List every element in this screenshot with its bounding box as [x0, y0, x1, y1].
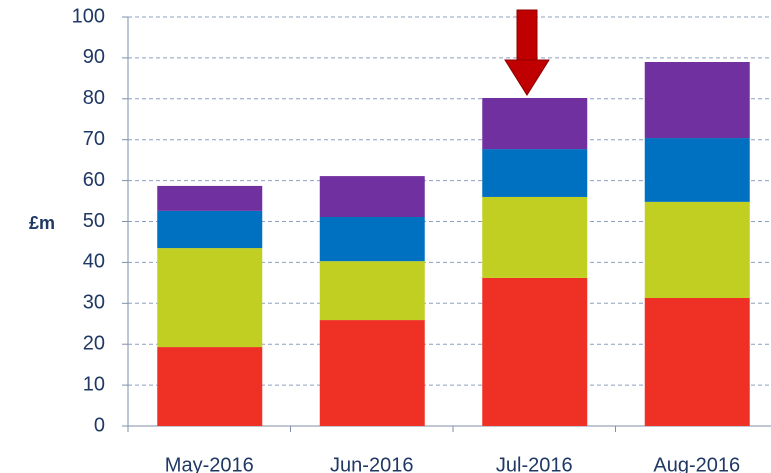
x-tick-label: Jun-2016	[330, 454, 413, 473]
bar-segment	[644, 138, 750, 202]
bar-segment	[482, 277, 588, 426]
y-tick-label: 70	[83, 128, 105, 150]
bar-segment	[157, 210, 263, 249]
y-tick-label: 80	[83, 87, 105, 109]
bar-segment	[157, 347, 263, 426]
x-tick-label: Aug-2016	[653, 454, 740, 473]
y-tick-label: 50	[83, 210, 105, 232]
y-tick-label: 40	[83, 251, 105, 273]
y-tick-label: 10	[83, 373, 105, 395]
y-tick-label: 90	[83, 46, 105, 68]
y-tick-label: 100	[72, 5, 105, 27]
bar-segment	[644, 61, 750, 139]
bar-segment	[482, 97, 588, 150]
bar-segment	[319, 176, 425, 218]
bar-segment	[319, 261, 425, 321]
y-tick-label: 0	[94, 414, 105, 436]
bar-segment	[644, 201, 750, 298]
bar-segment	[157, 185, 263, 211]
bar-segment	[482, 196, 588, 278]
x-tick-label: May-2016	[165, 454, 254, 473]
bar-segment	[157, 248, 263, 348]
y-axis-label: £m	[29, 213, 55, 233]
bar-segment	[319, 217, 425, 262]
annotation-arrow	[504, 9, 550, 96]
x-tick-label: Jul-2016	[496, 454, 573, 473]
y-tick-label: 20	[83, 332, 105, 354]
bar-segment	[319, 320, 425, 426]
y-tick-label: 30	[83, 292, 105, 314]
y-tick-label: 60	[83, 169, 105, 191]
bar-segment	[644, 297, 750, 426]
bar-segment	[482, 149, 588, 197]
plot-area: 0 10 20 30 40 50 60 70 80 90 100 May-2016 Jun-2016 Ju…	[72, 5, 771, 473]
